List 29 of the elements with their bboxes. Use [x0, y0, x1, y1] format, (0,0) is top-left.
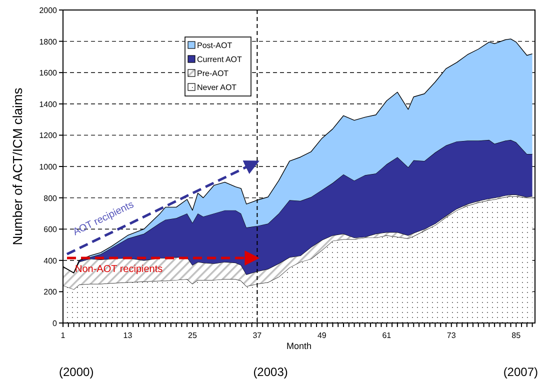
- y-tick-label: 400: [44, 256, 58, 266]
- legend-label: Never AOT: [197, 83, 237, 92]
- y-tick-label: 0: [52, 319, 58, 328]
- x-tick-label: 25: [188, 331, 198, 340]
- x-tick-label: 49: [317, 331, 327, 340]
- text: (2007): [503, 365, 538, 379]
- y-tick-label: 1800: [39, 37, 58, 46]
- legend-label: Post-AOT: [197, 41, 232, 50]
- annotation: Non-AOT recipients: [75, 264, 163, 276]
- x-axis-title: Month: [286, 341, 312, 351]
- legend-label: Current AOT: [197, 55, 242, 64]
- x-tick-label: 13: [123, 331, 133, 340]
- y-tick-label: 600: [44, 225, 58, 234]
- x-tick-label: 85: [512, 331, 522, 340]
- x-tick-label: 37: [252, 331, 262, 340]
- x-tick-label: 1: [60, 331, 66, 340]
- y-tick-label: 200: [44, 288, 58, 297]
- legend-label: Pre-AOT: [197, 69, 229, 78]
- y-tick-label: 1200: [39, 131, 58, 140]
- y-tick-label: 1400: [39, 100, 58, 109]
- y-tick-label: 1000: [39, 162, 58, 172]
- text: (2003): [253, 365, 288, 379]
- y-tick-label: 1600: [39, 68, 58, 78]
- y-tick-label: 2000: [39, 6, 58, 15]
- x-tick-label: 61: [382, 331, 392, 340]
- text: (2000): [59, 365, 94, 379]
- y-axis-title: Number of ACT/ICM claims: [10, 87, 25, 246]
- y-tick-label: 800: [44, 194, 58, 203]
- x-tick-label: 73: [446, 331, 456, 340]
